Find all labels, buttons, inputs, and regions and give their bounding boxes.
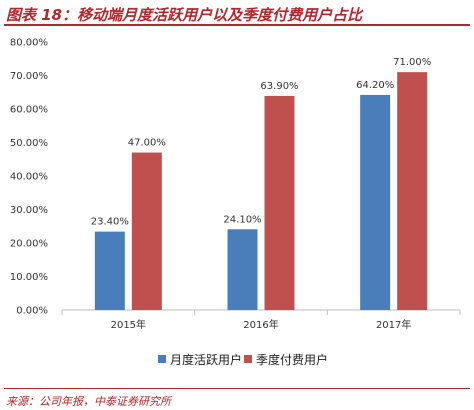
source-note: 来源：公司年报，中泰证券研究所	[6, 395, 171, 408]
bar	[397, 72, 428, 311]
y-tick-label: 50.00%	[10, 138, 48, 149]
title-divider	[4, 24, 470, 26]
x-axis: 2015年 2016年 2017年	[61, 309, 461, 331]
data-label: 71.00%	[393, 57, 431, 68]
bar	[360, 94, 391, 311]
y-tick-label: 30.00%	[10, 205, 48, 216]
bars	[94, 72, 428, 311]
bar	[131, 152, 162, 310]
data-labels: 23.40% 47.00% 24.10% 63.90% 64.20% 71.00%	[91, 57, 431, 227]
legend-label-monthly: 月度活跃用户	[170, 352, 242, 367]
y-tick-label: 0.00%	[16, 306, 48, 317]
data-label: 47.00%	[128, 138, 166, 149]
data-label: 23.40%	[91, 217, 129, 228]
bar	[227, 229, 258, 310]
data-label: 63.90%	[260, 81, 298, 92]
legend-swatch-quarterly	[244, 355, 252, 363]
y-axis: 0.00% 10.00% 20.00% 30.00% 40.00% 50.00% 60.00…	[10, 38, 48, 317]
legend-label-quarterly: 季度付费用户	[256, 352, 328, 367]
bar	[94, 231, 125, 310]
y-tick-label: 20.00%	[10, 239, 48, 250]
page-title: 图表 18：移动端月度活跃用户以及季度付费用户占比	[6, 6, 363, 24]
y-tick-label: 70.00%	[10, 71, 48, 82]
x-tick-label: 2015年	[111, 318, 146, 331]
y-tick-label: 80.00%	[10, 38, 48, 49]
x-tick-label: 2017年	[376, 318, 411, 331]
y-tick-label: 10.00%	[10, 272, 48, 283]
data-label: 64.20%	[356, 80, 394, 91]
data-label: 24.10%	[223, 214, 261, 225]
y-tick-label: 60.00%	[10, 105, 48, 116]
bar	[264, 95, 295, 310]
y-tick-label: 40.00%	[10, 172, 48, 183]
legend-swatch-monthly	[158, 355, 166, 363]
bar-chart: 0.00% 10.00% 20.00% 30.00% 40.00% 50.00% 60.00…	[10, 38, 461, 367]
x-tick-label: 2016年	[243, 318, 278, 331]
footer-divider	[4, 388, 470, 389]
legend: 月度活跃用户 季度付费用户	[158, 352, 328, 367]
